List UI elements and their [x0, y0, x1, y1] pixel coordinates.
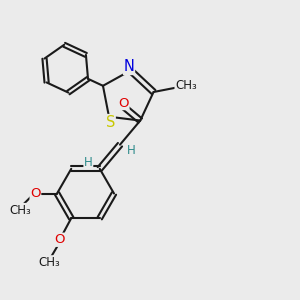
- Text: O: O: [118, 97, 129, 110]
- Text: CH₃: CH₃: [38, 256, 60, 269]
- Text: S: S: [106, 115, 115, 130]
- Text: O: O: [55, 233, 65, 246]
- Text: O: O: [30, 187, 41, 200]
- Text: CH₃: CH₃: [175, 79, 197, 92]
- Text: N: N: [124, 59, 134, 74]
- Text: H: H: [127, 144, 136, 157]
- Text: CH₃: CH₃: [9, 203, 31, 217]
- Text: H: H: [84, 156, 93, 169]
